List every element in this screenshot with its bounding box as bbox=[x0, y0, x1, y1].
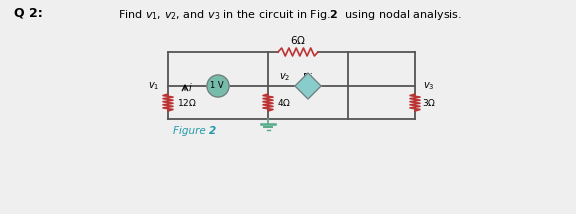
Text: $v_2$: $v_2$ bbox=[279, 71, 291, 83]
Text: 6$\Omega$: 6$\Omega$ bbox=[290, 34, 306, 46]
Text: Find $v_1$, $v_2$, and $v_3$ in the circuit in Fig.$\mathbf{2}$  using nodal ana: Find $v_1$, $v_2$, and $v_3$ in the circ… bbox=[118, 8, 462, 22]
Text: 1 V: 1 V bbox=[210, 80, 224, 89]
Text: 5$i$: 5$i$ bbox=[302, 71, 314, 83]
Text: $i$: $i$ bbox=[188, 81, 192, 93]
Text: 3$\Omega$: 3$\Omega$ bbox=[422, 97, 436, 108]
Circle shape bbox=[207, 75, 229, 97]
Polygon shape bbox=[295, 73, 321, 99]
Text: 4$\Omega$: 4$\Omega$ bbox=[277, 97, 291, 108]
Text: 2: 2 bbox=[209, 126, 216, 136]
Text: Q 2:: Q 2: bbox=[14, 6, 43, 19]
Text: 12$\Omega$: 12$\Omega$ bbox=[177, 97, 197, 108]
Text: $v_3$: $v_3$ bbox=[423, 80, 434, 92]
Text: Figure: Figure bbox=[173, 126, 209, 136]
Text: $v_1$: $v_1$ bbox=[147, 80, 159, 92]
